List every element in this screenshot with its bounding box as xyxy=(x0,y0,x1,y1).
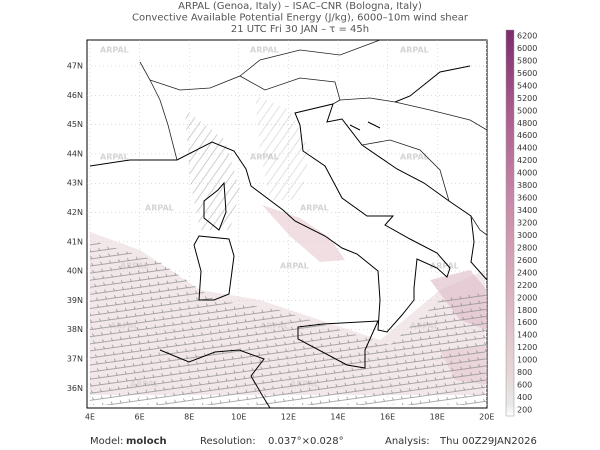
lat-label: 46N xyxy=(67,91,83,100)
colorbar xyxy=(505,29,515,417)
footer: Model: moloch Resolution: 0.037°×0.028° … xyxy=(90,436,537,447)
watermark: ARPAL xyxy=(100,46,129,55)
lon-label: 18E xyxy=(430,413,445,422)
colorbar-label: 6200 xyxy=(517,32,537,41)
lat-label: 47N xyxy=(67,62,83,71)
colorbar-label: 3000 xyxy=(517,231,537,240)
lat-label: 42N xyxy=(67,208,83,217)
colorbar-label: 4800 xyxy=(517,119,537,128)
watermark: ARPAL xyxy=(300,204,329,213)
lat-label: 37N xyxy=(67,355,83,364)
colorbar-label: 800 xyxy=(517,368,532,377)
title-line: ARPAL (Genoa, Italy) – ISAC–CNR (Bologna… xyxy=(178,1,422,12)
colorbar-labels: 200 400 600 800 1000 1200 1400 1600 1800 2000 2200… xyxy=(517,32,537,415)
colorbar-label: 5200 xyxy=(517,94,537,103)
colorbar-label: 3400 xyxy=(517,206,537,215)
analysis: Thu 00Z29JAN2026 xyxy=(439,436,537,447)
model: moloch xyxy=(126,436,167,447)
lat-label: 43N xyxy=(67,179,83,188)
watermark: ARPAL xyxy=(280,262,309,271)
colorbar-label: 2000 xyxy=(517,293,537,302)
colorbar-label: 4000 xyxy=(517,169,537,178)
watermark: ARPAL xyxy=(145,204,174,213)
lon-label: 14E xyxy=(330,413,345,422)
lat-label: 40N xyxy=(67,267,83,276)
watermark: ARPAL xyxy=(100,153,129,162)
lat-label: 39N xyxy=(67,296,83,305)
title-line: Convective Available Potential Energy (J… xyxy=(132,13,469,24)
analysis-label: Analysis: xyxy=(385,436,430,447)
colorbar-label: 4200 xyxy=(517,156,537,165)
lat-label: 45N xyxy=(67,120,83,129)
colorbar-label: 200 xyxy=(517,406,532,415)
borders xyxy=(139,39,488,236)
colorbar-label: 2800 xyxy=(517,243,537,252)
colorbar-label: 5600 xyxy=(517,69,537,78)
title-line: 21 UTC Fri 30 JAN – τ = 45h xyxy=(231,24,369,35)
colorbar-label: 1600 xyxy=(517,318,537,327)
watermark: ARPAL xyxy=(430,262,459,271)
lon-label: 8E xyxy=(184,413,194,422)
colorbar-label: 2600 xyxy=(517,256,537,265)
lat-label: 41N xyxy=(67,237,83,246)
lon-label: 16E xyxy=(380,413,395,422)
latitude-labels: 47N 46N 45N 44N 43N 42N 41N 40N 39N 38N 37N 36N xyxy=(67,62,83,393)
watermark: ARPAL xyxy=(400,153,429,162)
lon-label: 6E xyxy=(135,413,145,422)
lat-label: 38N xyxy=(67,325,83,334)
colorbar-label: 1800 xyxy=(517,306,537,315)
colorbar-label: 400 xyxy=(517,393,532,402)
colorbar-label: 1400 xyxy=(517,331,537,340)
resolution: 0.037°×0.028° xyxy=(268,436,344,447)
resolution-label: Resolution: xyxy=(200,436,256,447)
lat-label: 36N xyxy=(67,384,83,393)
lon-label: 4E xyxy=(85,413,95,422)
watermark: ARPAL xyxy=(400,46,429,55)
watermark: ARPAL xyxy=(250,46,279,55)
lon-label: 10E xyxy=(231,413,246,422)
colorbar-label: 5400 xyxy=(517,81,537,90)
colorbar-label: 2400 xyxy=(517,268,537,277)
colorbar-label: 5000 xyxy=(517,106,537,115)
model-label: Model: xyxy=(90,436,123,447)
colorbar-label: 6000 xyxy=(517,44,537,53)
colorbar-label: 4400 xyxy=(517,144,537,153)
lon-label: 20E xyxy=(479,413,494,422)
colorbar-label: 2200 xyxy=(517,281,537,290)
colorbar-label: 3200 xyxy=(517,219,537,228)
colorbar-label: 4600 xyxy=(517,131,537,140)
lon-label: 12E xyxy=(281,413,296,422)
colorbar-label: 600 xyxy=(517,381,532,390)
wind-barbs xyxy=(90,95,487,405)
colorbar-label: 3800 xyxy=(517,181,537,190)
header: ARPAL (Genoa, Italy) – ISAC–CNR (Bologna… xyxy=(132,1,469,35)
colorbar-label: 5800 xyxy=(517,56,537,65)
colorbar-label: 1000 xyxy=(517,356,537,365)
colorbar-label: 3600 xyxy=(517,194,537,203)
lat-label: 44N xyxy=(67,149,83,158)
colorbar-label: 1200 xyxy=(517,343,537,352)
coastlines xyxy=(89,65,488,409)
longitude-labels: 4E 6E 8E 10E 12E 14E 16E 18E 20E xyxy=(85,413,494,422)
